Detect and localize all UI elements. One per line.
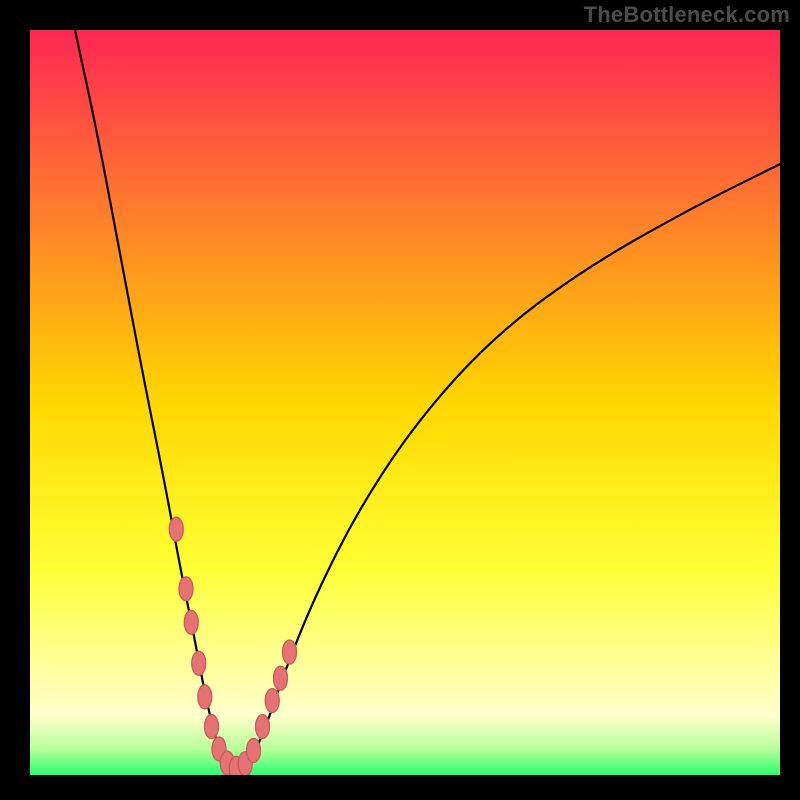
- data-marker: [184, 610, 198, 634]
- gradient-background: [30, 30, 780, 775]
- data-marker: [192, 651, 206, 675]
- data-marker: [247, 738, 261, 762]
- plot-area: [30, 30, 780, 775]
- data-marker: [274, 666, 288, 690]
- data-marker: [198, 685, 212, 709]
- data-marker: [169, 517, 183, 541]
- data-marker: [179, 577, 193, 601]
- data-marker: [265, 689, 279, 713]
- chart-container: TheBottleneck.com: [0, 0, 800, 800]
- plot-svg: [30, 30, 780, 775]
- data-marker: [205, 715, 219, 739]
- data-marker: [283, 640, 297, 664]
- watermark-text: TheBottleneck.com: [584, 2, 790, 28]
- data-marker: [256, 715, 270, 739]
